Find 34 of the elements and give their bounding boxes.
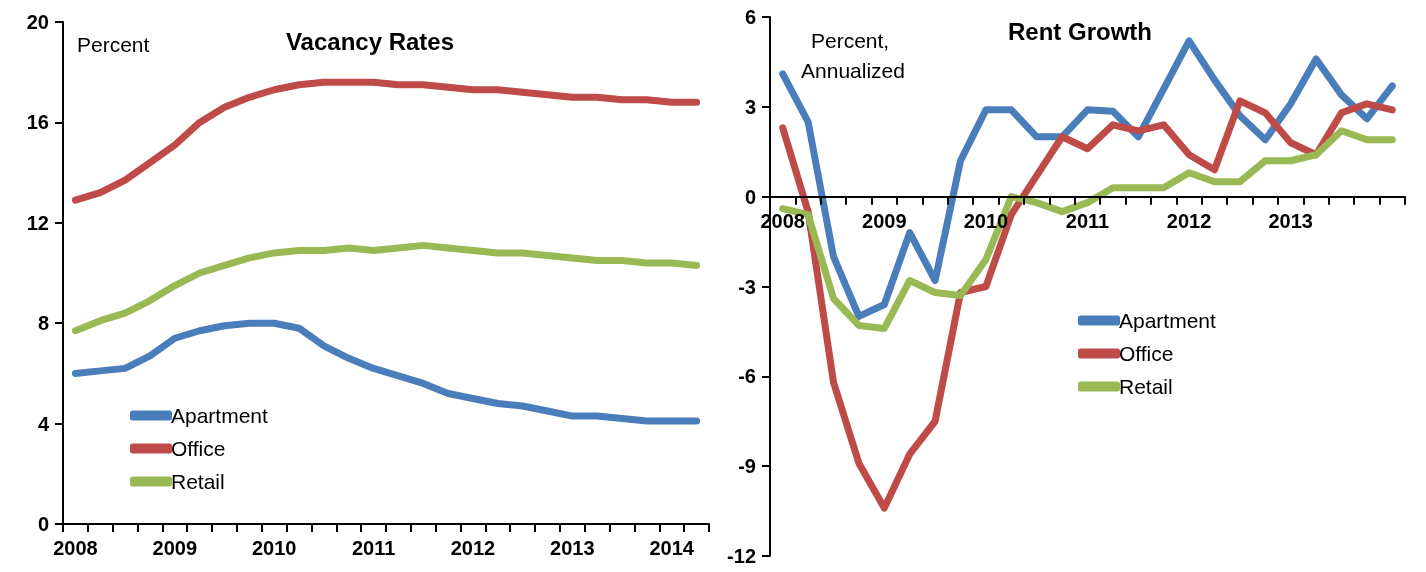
y-axis-title: Percent: [77, 32, 150, 56]
legend-label: Retail: [1119, 375, 1173, 398]
legend-label: Office: [1119, 342, 1174, 365]
y-tick-label: 0: [37, 513, 49, 535]
y-tick-label: 8: [37, 312, 49, 335]
x-tick-label: 2014: [649, 537, 695, 559]
x-tick-label: 2013: [1268, 209, 1313, 232]
chart-title: Rent Growth: [1008, 17, 1152, 45]
x-tick-label: 2009: [152, 537, 198, 559]
x-tick-label: 2012: [1166, 209, 1212, 232]
legend-label: Retail: [171, 470, 225, 493]
x-tick-label: 2009: [862, 209, 907, 232]
x-tick-label: 2010: [251, 537, 297, 559]
legend-label: Office: [171, 437, 226, 460]
y-tick-label: 16: [26, 111, 49, 134]
y-tick-label: 4: [37, 412, 50, 435]
x-tick-label: 2008: [53, 537, 98, 559]
y-tick-label: 0: [744, 185, 756, 208]
y-tick-label: 3: [744, 95, 756, 118]
chart-title: Vacancy Rates: [285, 27, 455, 55]
legend-label: Apartment: [1119, 309, 1217, 332]
y-tick-label: -6: [738, 365, 756, 388]
y-tick-label: 20: [26, 11, 49, 33]
y-tick-label: -3: [738, 275, 756, 298]
x-tick-label: 2011: [351, 537, 396, 559]
y-axis-title: Percent, Annualized: [801, 28, 905, 82]
x-tick-label: 2011: [1065, 209, 1110, 232]
y-tick-label: -12: [727, 545, 756, 567]
x-tick-label: 2012: [450, 537, 496, 559]
y-tick-label: 6: [744, 6, 756, 28]
x-tick-label: 2013: [550, 537, 595, 559]
y-tick-label: -9: [738, 455, 756, 478]
y-tick-label: 12: [26, 211, 49, 234]
legend-label: Apartment: [171, 404, 269, 427]
